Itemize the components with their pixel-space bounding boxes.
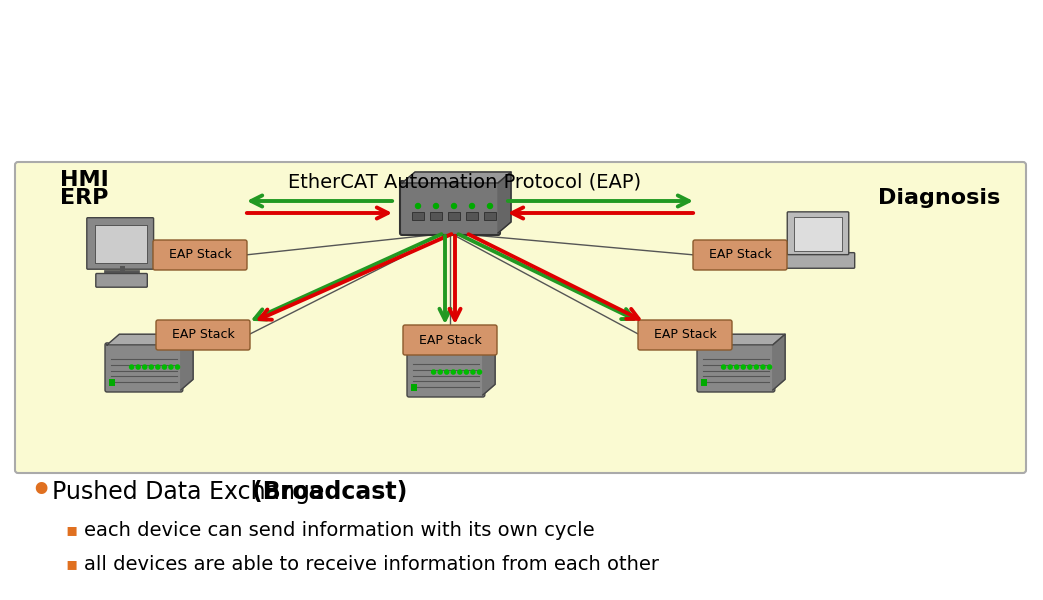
Text: HMI: HMI (60, 170, 108, 190)
Circle shape (452, 203, 457, 208)
Circle shape (143, 365, 147, 369)
Circle shape (742, 365, 746, 369)
FancyBboxPatch shape (430, 212, 442, 220)
FancyBboxPatch shape (781, 253, 854, 268)
FancyBboxPatch shape (156, 320, 250, 350)
Circle shape (136, 365, 140, 369)
FancyBboxPatch shape (412, 212, 425, 220)
Polygon shape (498, 172, 511, 233)
Circle shape (768, 365, 772, 369)
Circle shape (470, 370, 475, 374)
FancyBboxPatch shape (411, 385, 417, 391)
Text: Pushed Data Exchange: Pushed Data Exchange (52, 480, 332, 504)
FancyBboxPatch shape (787, 212, 849, 254)
FancyBboxPatch shape (701, 379, 707, 386)
Circle shape (129, 365, 134, 369)
Text: EAP Stack: EAP Stack (418, 334, 482, 346)
Circle shape (444, 370, 448, 374)
Polygon shape (107, 334, 193, 345)
Text: EtherCAT Automation Protocol (EAP): EtherCAT Automation Protocol (EAP) (289, 173, 641, 191)
Text: ▪: ▪ (65, 521, 77, 539)
Text: (Broadcast): (Broadcast) (252, 480, 408, 504)
Polygon shape (699, 334, 785, 345)
Polygon shape (773, 334, 785, 390)
Circle shape (163, 365, 167, 369)
FancyBboxPatch shape (697, 343, 775, 392)
Circle shape (169, 365, 173, 369)
FancyBboxPatch shape (87, 218, 153, 269)
FancyBboxPatch shape (794, 217, 842, 251)
Polygon shape (483, 339, 495, 395)
FancyBboxPatch shape (105, 343, 183, 392)
Text: ▪: ▪ (65, 555, 77, 573)
Circle shape (155, 365, 160, 369)
FancyBboxPatch shape (403, 325, 498, 355)
Circle shape (761, 365, 765, 369)
Polygon shape (409, 339, 495, 350)
Circle shape (722, 365, 726, 369)
FancyBboxPatch shape (693, 240, 787, 270)
Circle shape (754, 365, 758, 369)
Text: all devices are able to receive information from each other: all devices are able to receive informat… (84, 554, 659, 574)
Text: ERP: ERP (60, 188, 108, 208)
FancyBboxPatch shape (407, 348, 485, 397)
FancyBboxPatch shape (15, 162, 1026, 473)
Circle shape (734, 365, 738, 369)
Circle shape (478, 370, 482, 374)
Circle shape (175, 365, 179, 369)
Text: EAP Stack: EAP Stack (172, 329, 235, 341)
Circle shape (487, 203, 492, 208)
Circle shape (458, 370, 462, 374)
Polygon shape (402, 172, 511, 183)
FancyBboxPatch shape (95, 225, 147, 263)
FancyBboxPatch shape (401, 181, 500, 235)
Circle shape (434, 203, 438, 208)
Text: EAP Stack: EAP Stack (169, 248, 232, 262)
Text: EAP Stack: EAP Stack (708, 248, 772, 262)
Circle shape (748, 365, 752, 369)
Circle shape (469, 203, 475, 208)
Circle shape (415, 203, 420, 208)
FancyBboxPatch shape (484, 212, 496, 220)
Circle shape (452, 370, 456, 374)
FancyBboxPatch shape (638, 320, 732, 350)
FancyBboxPatch shape (466, 212, 478, 220)
Circle shape (149, 365, 153, 369)
Text: Diagnosis: Diagnosis (878, 188, 1000, 208)
FancyBboxPatch shape (153, 240, 247, 270)
Text: •: • (30, 475, 51, 509)
Text: each device can send information with its own cycle: each device can send information with it… (84, 520, 595, 539)
Circle shape (464, 370, 468, 374)
FancyBboxPatch shape (108, 379, 115, 386)
Polygon shape (180, 334, 193, 390)
FancyBboxPatch shape (448, 212, 460, 220)
Circle shape (728, 365, 732, 369)
Circle shape (438, 370, 442, 374)
Circle shape (432, 370, 436, 374)
Text: EAP Stack: EAP Stack (654, 329, 717, 341)
FancyBboxPatch shape (96, 274, 147, 287)
